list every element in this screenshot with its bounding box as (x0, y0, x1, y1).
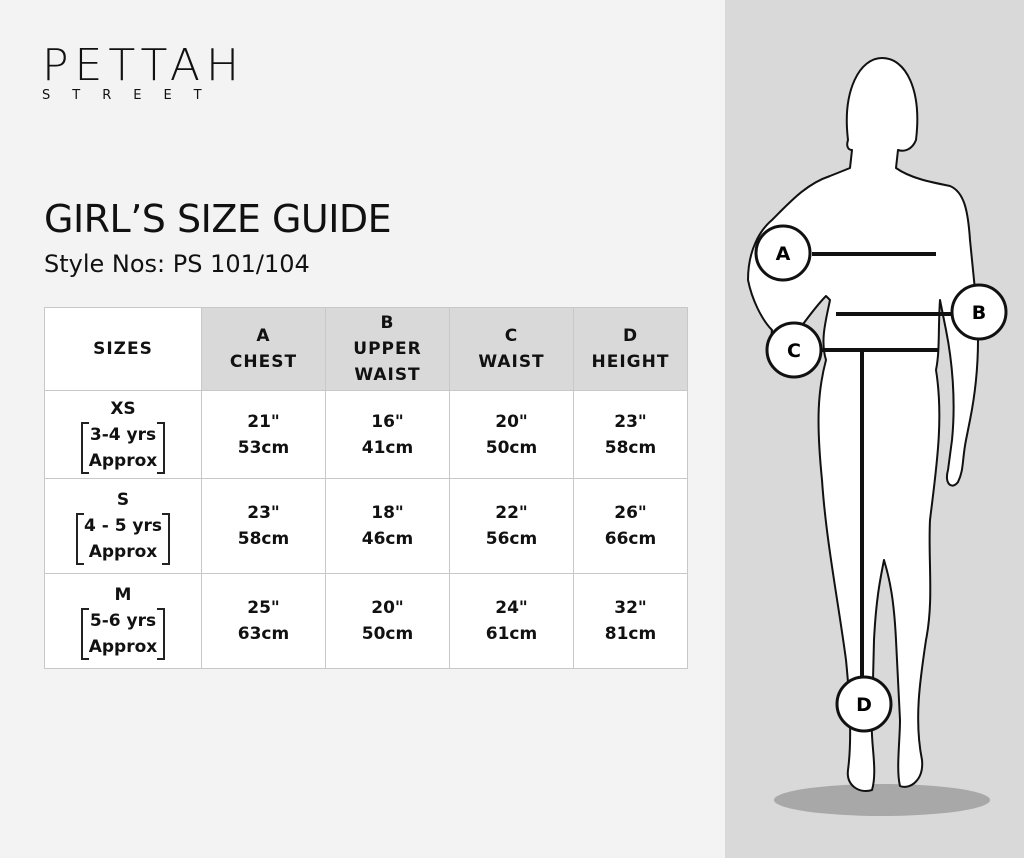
chest-cell: 23" 58cm (201, 478, 326, 574)
svg-text:C: C (787, 340, 801, 362)
waist-cell: 24" 61cm (449, 573, 574, 669)
marker-d: D (835, 675, 893, 733)
chest-cell: 25" 63cm (201, 573, 326, 669)
size-cell: M 5-6 yrs Approx (44, 573, 202, 669)
table-header-row: SIZES A CHEST B UPPER WAIST C WAIST D HEIGHT (44, 307, 688, 391)
size-table: SIZES A CHEST B UPPER WAIST C WAIST D HEIGHT … (44, 307, 688, 669)
upper-waist-cell: 18" 46cm (325, 478, 450, 574)
header-upper-waist: B UPPER WAIST (325, 307, 450, 391)
header-chest: A CHEST (201, 307, 326, 391)
waist-cell: 20" 50cm (449, 390, 574, 479)
upper-waist-cell: 20" 50cm (325, 573, 450, 669)
height-cell: 32" 81cm (573, 573, 688, 669)
style-numbers: Style Nos: PS 101/104 (44, 250, 310, 278)
marker-b: B (950, 283, 1008, 341)
page-title: GIRL’S SIZE GUIDE (44, 197, 392, 241)
marker-a: A (754, 224, 812, 282)
svg-text:D: D (856, 694, 872, 716)
brand-name: PETTAH (42, 40, 246, 91)
chest-cell: 21" 53cm (201, 390, 326, 479)
brand-logo: PETTAH STREET (42, 44, 245, 104)
floor-shadow (774, 784, 990, 816)
brand-sub: STREET (42, 88, 224, 103)
table-row: M 5-6 yrs Approx 25" 63cm 20" 50cm 24" 61cm 3… (44, 573, 688, 669)
height-cell: 23" 58cm (573, 390, 688, 479)
upper-waist-cell: 16" 41cm (325, 390, 450, 479)
header-waist: C WAIST (449, 307, 574, 391)
height-cell: 26" 66cm (573, 478, 688, 574)
waist-cell: 22" 56cm (449, 478, 574, 574)
svg-text:A: A (776, 243, 791, 265)
size-cell: XS 3-4 yrs Approx (44, 390, 202, 479)
table-row: XS 3-4 yrs Approx 21" 53cm 16" 41cm 20" 50cm … (44, 390, 688, 479)
marker-c: C (765, 321, 823, 379)
svg-text:B: B (972, 302, 986, 324)
